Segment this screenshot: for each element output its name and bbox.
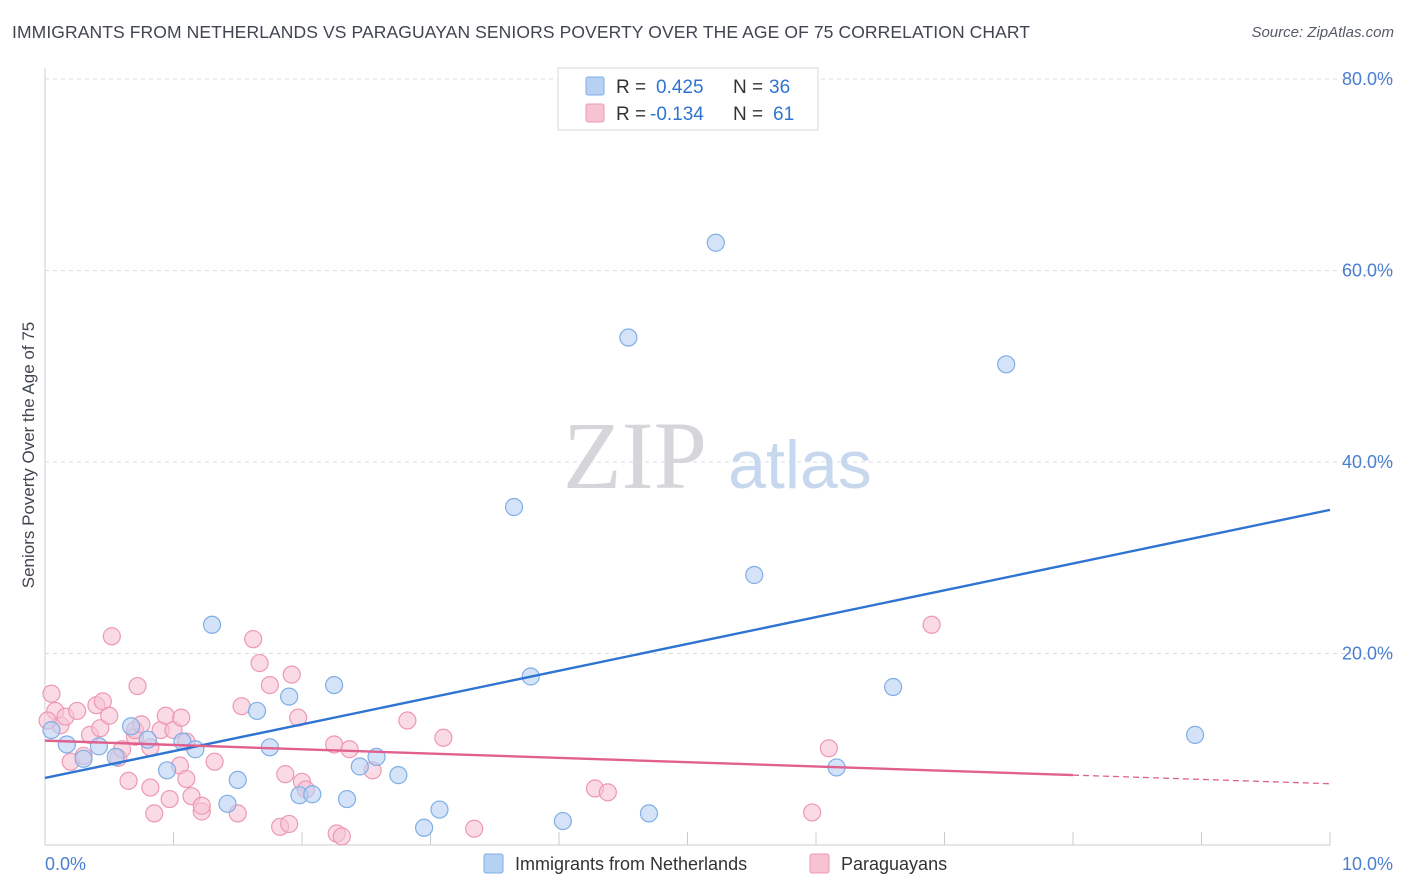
paraguayans-point (282, 665, 301, 684)
paraguayans-trend-line (44, 739, 1074, 777)
netherlands-point (350, 757, 369, 776)
legend-n-value-2: 61 (773, 104, 794, 125)
netherlands-point (553, 811, 572, 831)
y-tick-label: 20.0% (1342, 644, 1393, 664)
legend-r-label-1: R = (616, 77, 646, 98)
paraguayans-point (244, 630, 263, 649)
netherlands-trend-line (44, 508, 1331, 780)
netherlands-point (247, 701, 267, 721)
paraguayans-point (172, 708, 191, 727)
paraguayans-point (141, 778, 160, 797)
legend-n-value-1: 36 (769, 77, 790, 98)
bottom-legend-swatch-blue (483, 853, 504, 874)
paraguayans-point (68, 701, 87, 721)
netherlands-point (997, 355, 1016, 374)
legend-n-label-2: N = (733, 104, 763, 125)
netherlands-point (619, 328, 638, 347)
paraguayans-point (232, 697, 251, 716)
netherlands-point (42, 720, 61, 740)
x-tick-label: 0.0% (45, 854, 86, 874)
paraguayans-point (276, 765, 295, 784)
netherlands-point (430, 800, 449, 819)
watermark-atlas: atlas (728, 427, 872, 503)
paraguayans-point (260, 675, 279, 695)
netherlands-point (138, 730, 157, 749)
y-tick-label: 40.0% (1342, 452, 1393, 472)
y-tick-label: 80.0% (1342, 69, 1393, 89)
paraguayans-point (340, 740, 359, 759)
paraguayans-point (42, 684, 61, 703)
netherlands-point (883, 677, 903, 697)
legend: R = 0.425 N = 36 R = -0.134 N = 61 (557, 67, 819, 131)
netherlands-point (218, 794, 237, 813)
paraguayans-point (119, 771, 138, 790)
chart-title: IMMIGRANTS FROM NETHERLANDS VS PARAGUAYA… (12, 22, 1031, 42)
x-tick-label: 10.0% (1342, 854, 1393, 874)
netherlands-point (1185, 725, 1205, 744)
paraguayans-point (128, 676, 147, 696)
paraguayans-point (598, 783, 617, 802)
paraguayans-point (102, 627, 121, 646)
legend-r-value-2: -0.134 (650, 104, 704, 125)
netherlands-point (389, 766, 408, 785)
netherlands-point (639, 804, 659, 823)
paraguayans-point (803, 803, 822, 822)
netherlands-point (57, 735, 76, 754)
netherlands-point (504, 497, 524, 517)
netherlands-point (337, 789, 357, 809)
paraguayans-point (434, 728, 453, 747)
netherlands-point (89, 737, 109, 756)
paraguayans-point (192, 796, 211, 815)
netherlands-point (280, 687, 299, 706)
paraguayans-point (280, 814, 299, 834)
netherlands-point (228, 770, 247, 789)
netherlands-point (186, 740, 205, 759)
legend-n-label-1: N = (733, 77, 763, 98)
bottom-legend: Immigrants from Netherlands Paraguayans (483, 853, 947, 874)
netherlands-point (325, 675, 344, 695)
paraguayans-point (465, 819, 484, 838)
y-tick-label: 60.0% (1342, 261, 1393, 281)
netherlands-point (74, 749, 93, 768)
paraguayans-point (819, 739, 838, 758)
paraguayans-point (91, 719, 110, 738)
paraguayans-point (332, 827, 351, 846)
y-axis-title: Seniors Poverty Over the Age of 75 (19, 322, 38, 588)
bottom-legend-netherlands: Immigrants from Netherlands (515, 854, 747, 874)
netherlands-point (745, 565, 764, 585)
paraguayans-point (398, 711, 417, 730)
paraguayans-point (922, 615, 941, 634)
netherlands-point (706, 233, 725, 252)
netherlands-point (202, 615, 222, 634)
watermark-zip: ZIP (563, 402, 707, 509)
paraguayans-point (160, 789, 179, 809)
paraguayans-point (177, 769, 196, 789)
x-tick-labels: 0.0% 10.0% (45, 854, 1393, 874)
trend-lines (44, 508, 1331, 785)
legend-swatch-pink (585, 103, 605, 123)
paraguayans-point (205, 752, 224, 771)
legend-swatch-blue (585, 76, 605, 96)
paraguayans-points (38, 615, 941, 846)
netherlands-point (157, 761, 177, 780)
legend-r-value-1: 0.425 (656, 77, 704, 98)
gridlines (45, 78, 1395, 654)
paraguayans-trend-extension (1072, 774, 1331, 785)
y-tick-labels: 20.0% 40.0% 60.0% 80.0% (1342, 69, 1393, 664)
netherlands-point (303, 785, 322, 804)
source-label: Source: ZipAtlas.com (1251, 24, 1394, 41)
paraguayans-point (250, 653, 269, 673)
watermark: ZIP atlas (563, 402, 872, 509)
legend-r-label-2: R = (616, 104, 646, 125)
bottom-legend-paraguayans: Paraguayans (841, 854, 947, 874)
bottom-legend-swatch-pink (809, 853, 830, 874)
paraguayans-point (100, 706, 119, 725)
netherlands-point (121, 717, 141, 736)
netherlands-point (414, 818, 434, 837)
paraguayans-point (145, 804, 164, 823)
